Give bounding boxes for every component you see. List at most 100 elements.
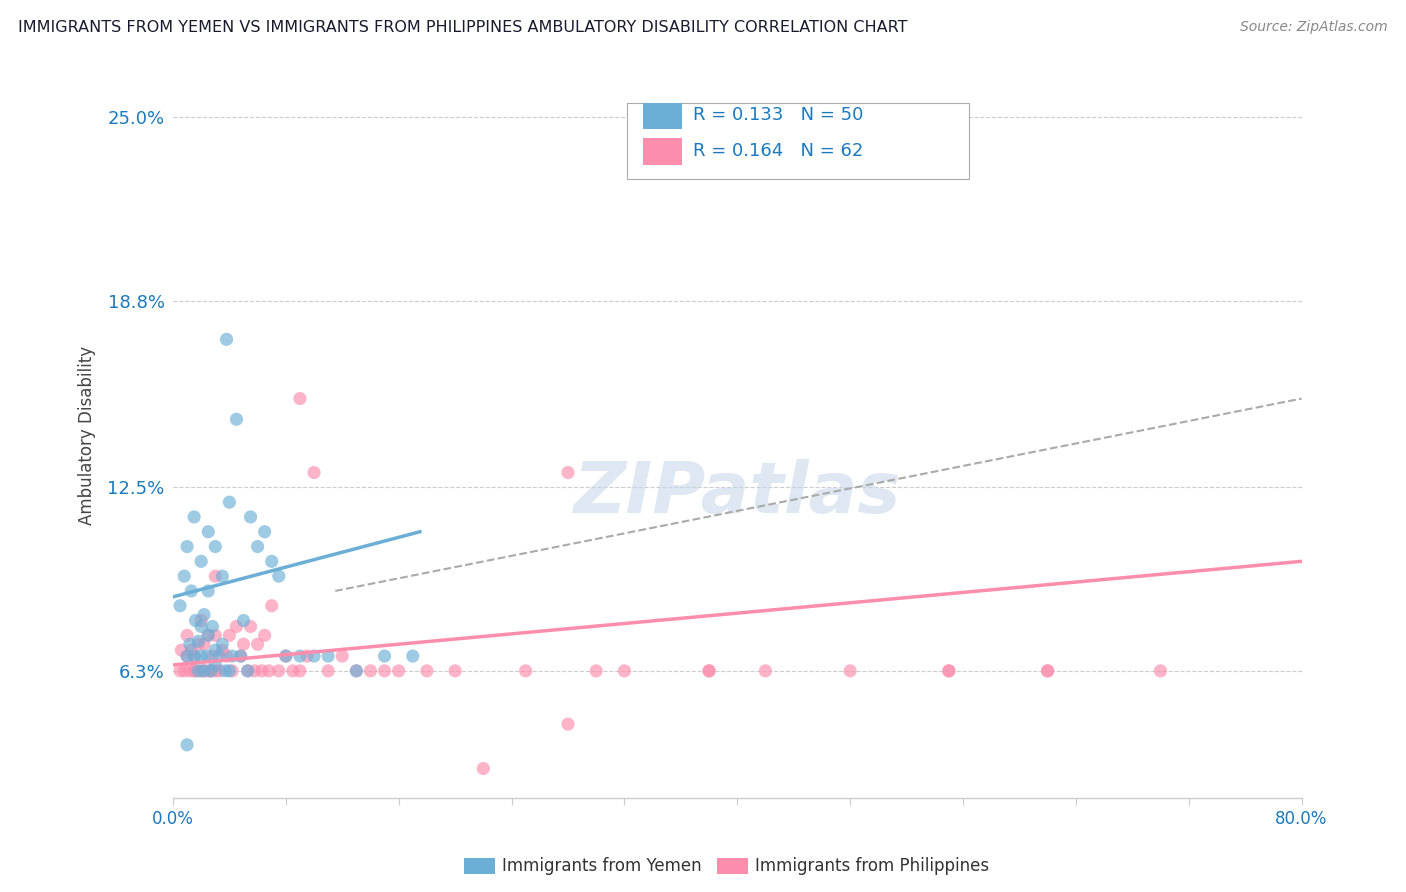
Point [190,619,212,633]
Point [472,762,495,776]
Point [697,664,720,678]
Point [253,628,276,642]
Point [236,664,259,678]
Point [183,648,205,663]
Point [193,664,215,678]
Point [938,664,960,678]
Point [938,664,960,678]
Point [229,648,252,663]
Point [253,524,276,539]
Point [444,664,467,678]
Point [218,495,240,509]
Point [344,664,367,678]
Point [288,648,311,663]
Point [195,648,218,663]
Point [180,643,202,657]
Point [374,664,396,678]
Point [184,614,207,628]
Point [211,637,233,651]
Point [359,664,381,678]
Point [839,664,862,678]
Point [243,664,266,678]
Point [218,628,240,642]
Point [211,569,233,583]
Point [288,664,311,678]
Point [316,648,339,663]
Point [200,664,222,678]
Point [204,628,226,642]
Point [190,554,212,568]
Point [267,569,290,583]
Point [1149,664,1171,678]
Point [180,583,202,598]
Point [330,648,353,663]
Point [246,637,269,651]
Point [176,628,198,642]
Point [281,664,304,678]
Point [557,717,579,731]
Point [197,628,219,642]
Point [183,664,205,678]
Point [173,664,195,678]
Point [197,524,219,539]
Point [187,637,209,651]
Point [221,648,243,663]
Point [176,648,198,663]
Point [214,664,236,678]
Text: IMMIGRANTS FROM YEMEN VS IMMIGRANTS FROM PHILIPPINES AMBULATORY DISABILITY CORRE: IMMIGRANTS FROM YEMEN VS IMMIGRANTS FROM… [18,20,908,35]
Text: Source: ZipAtlas.com: Source: ZipAtlas.com [1240,20,1388,34]
Point [215,648,238,663]
Point [246,540,269,554]
Point [193,607,215,622]
Point [374,648,396,663]
Text: Immigrants from Yemen: Immigrants from Yemen [502,857,702,875]
Text: ZIPatlas: ZIPatlas [574,459,901,528]
Point [204,657,226,672]
Point [585,664,607,678]
Point [208,664,231,678]
Point [190,614,212,628]
Point [250,664,273,678]
Point [232,637,254,651]
Text: R = 0.133   N = 50: R = 0.133 N = 50 [693,106,863,124]
Point [183,510,205,524]
Point [208,648,231,663]
Point [184,664,207,678]
Point [388,664,411,678]
Point [257,664,280,678]
Point [274,648,297,663]
Point [302,466,325,480]
Point [201,648,224,663]
Point [260,599,283,613]
Point [187,634,209,648]
Point [274,648,297,663]
Point [754,664,776,678]
Point [239,510,262,524]
Point [225,619,247,633]
Text: R = 0.164   N = 62: R = 0.164 N = 62 [693,142,863,160]
Point [179,637,201,651]
Point [200,664,222,678]
Point [193,637,215,651]
Point [176,648,198,663]
Point [225,412,247,426]
Point [204,664,226,678]
Point [218,664,240,678]
Point [170,643,193,657]
Point [193,664,215,678]
Point [1036,664,1059,678]
Point [190,664,212,678]
Point [204,643,226,657]
Point [176,738,198,752]
Point [260,554,283,568]
Point [197,628,219,642]
Point [1036,664,1059,678]
Point [179,664,201,678]
Point [201,619,224,633]
Point [169,599,191,613]
Text: Immigrants from Philippines: Immigrants from Philippines [755,857,990,875]
Point [211,643,233,657]
Point [344,664,367,678]
Point [169,664,191,678]
Point [229,648,252,663]
